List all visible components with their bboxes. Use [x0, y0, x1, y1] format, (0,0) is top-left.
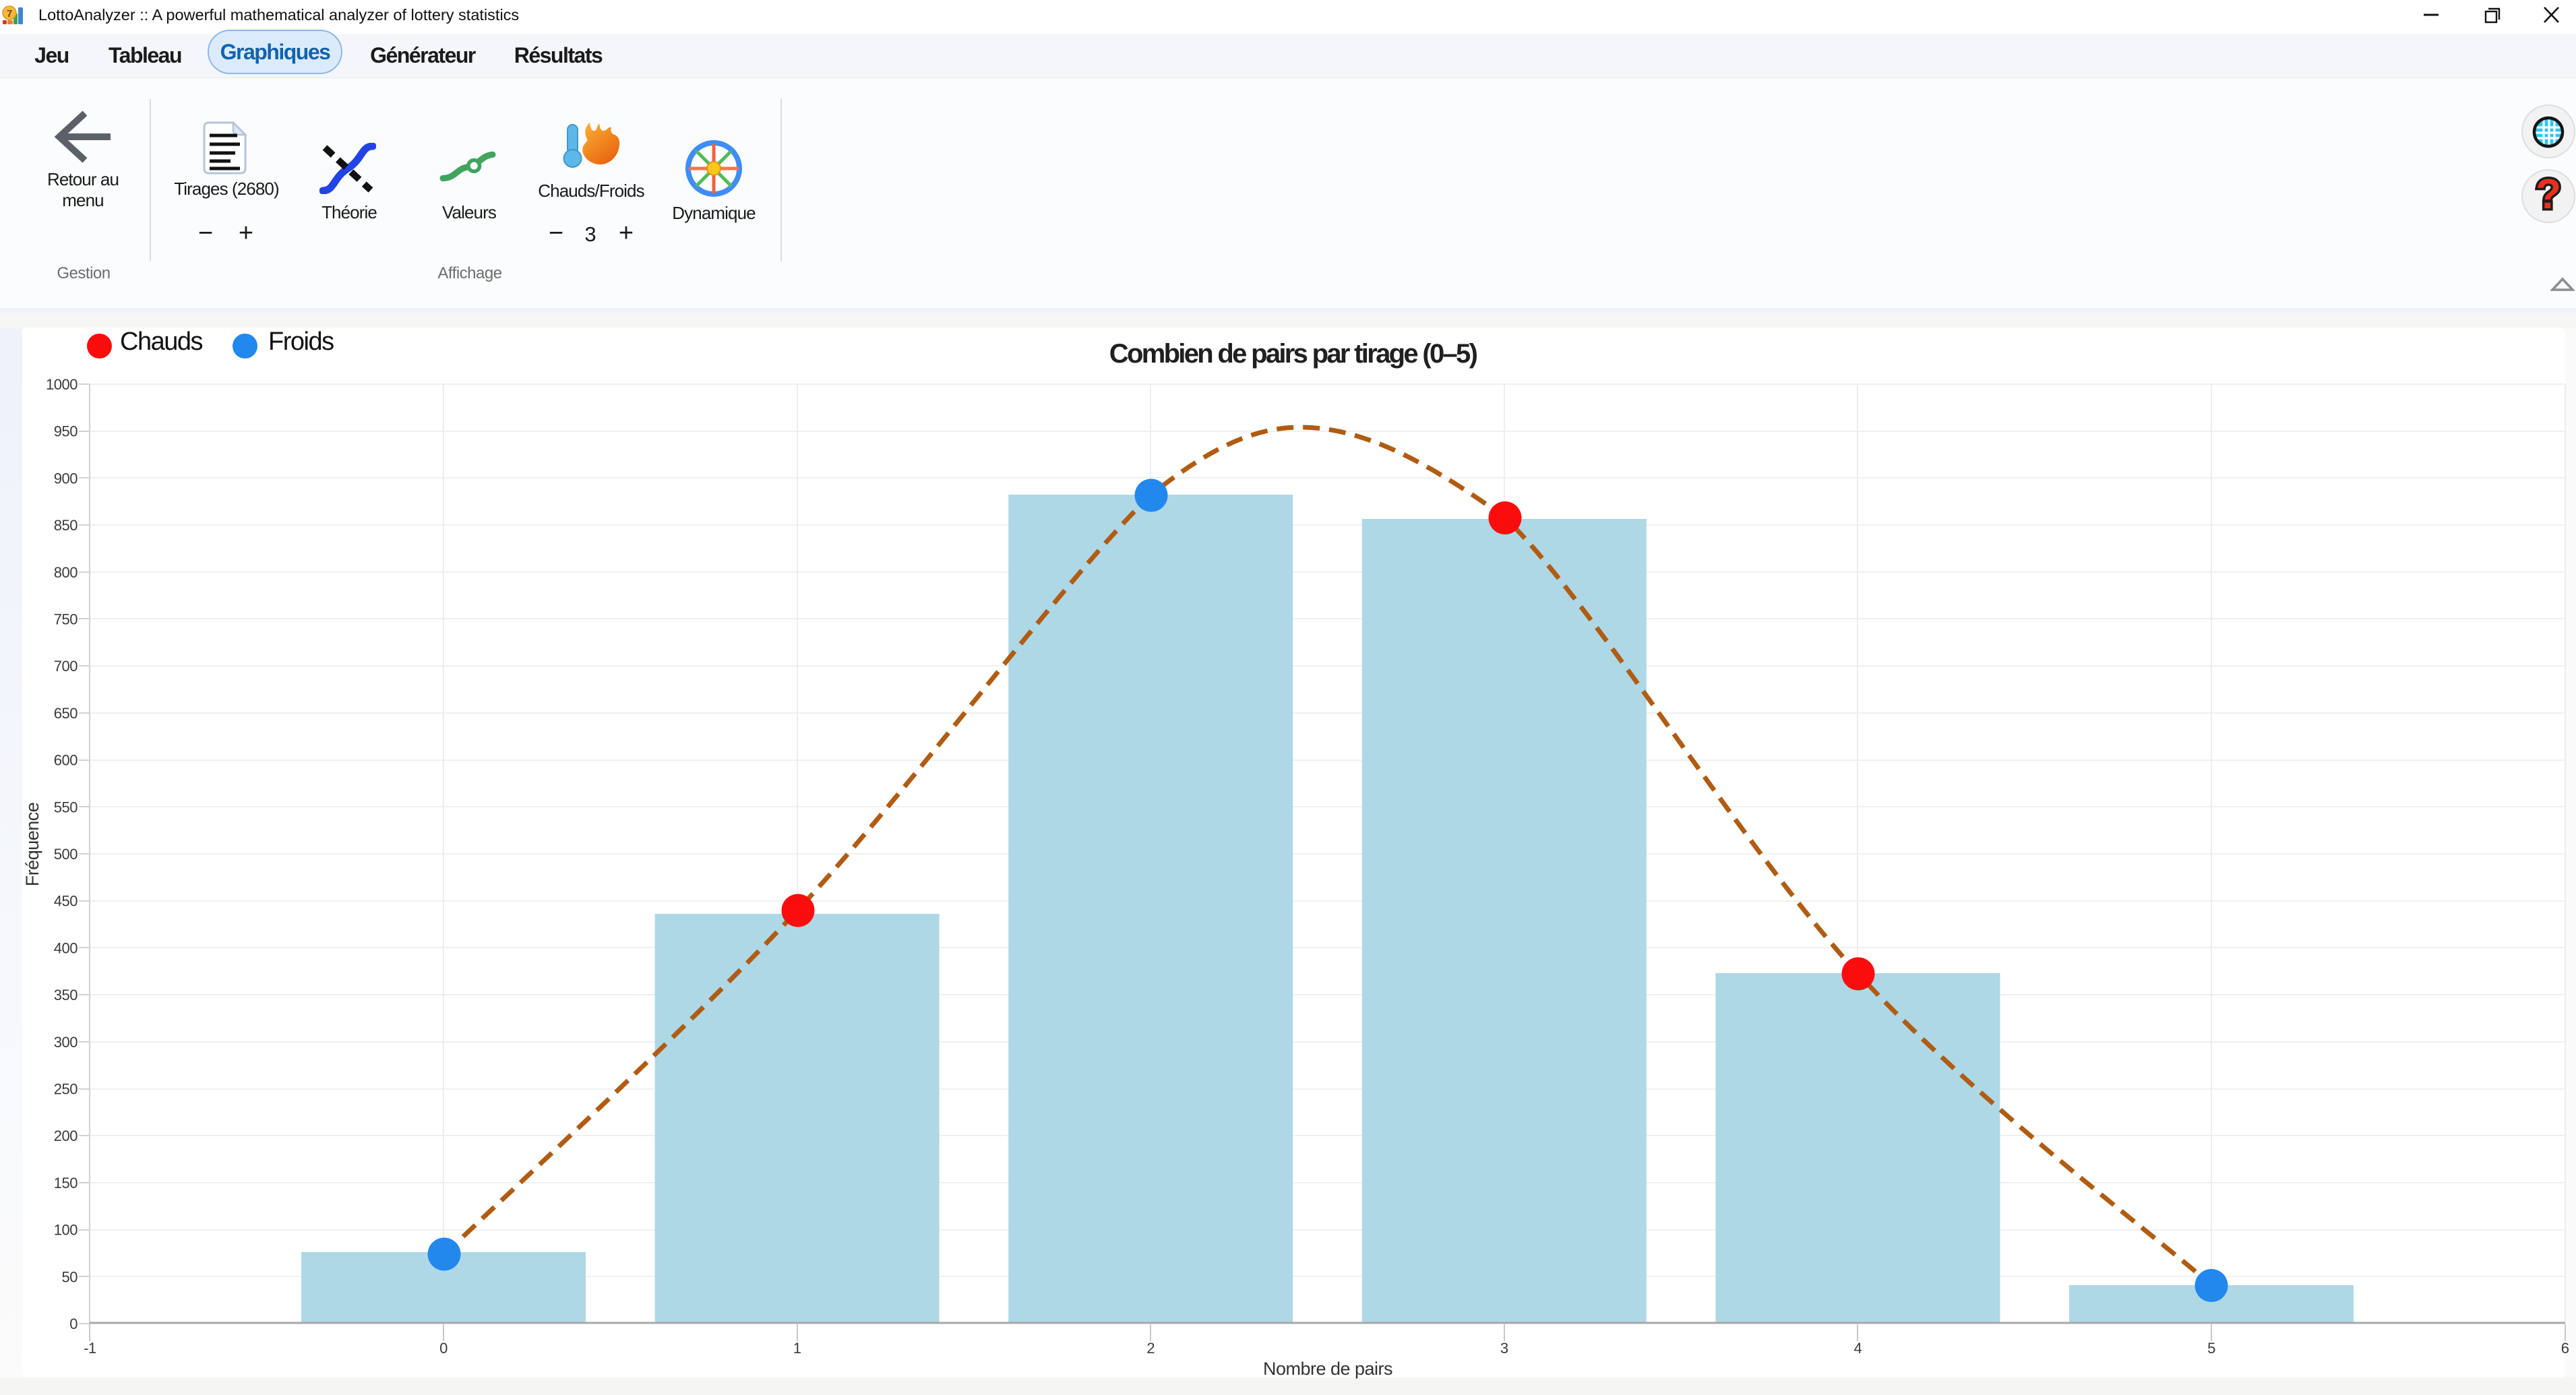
svg-text:-1: -1: [84, 1340, 96, 1357]
svg-text:5: 5: [2207, 1340, 2215, 1357]
svg-text:6: 6: [2561, 1340, 2569, 1357]
svg-text:700: 700: [54, 658, 78, 675]
svg-text:650: 650: [54, 705, 78, 722]
svg-text:900: 900: [54, 470, 78, 487]
svg-text:1: 1: [793, 1340, 801, 1357]
svg-text:0: 0: [69, 1315, 78, 1332]
svg-text:Fréquence: Fréquence: [22, 803, 42, 887]
svg-text:400: 400: [54, 939, 78, 956]
svg-text:850: 850: [54, 517, 78, 534]
svg-text:550: 550: [54, 799, 78, 815]
svg-text:350: 350: [54, 987, 78, 1003]
svg-text:1000: 1000: [46, 376, 78, 393]
svg-text:450: 450: [54, 893, 78, 910]
svg-text:2: 2: [1146, 1340, 1155, 1357]
svg-text:250: 250: [54, 1081, 78, 1098]
svg-text:200: 200: [54, 1127, 78, 1144]
svg-text:50: 50: [62, 1268, 78, 1285]
svg-text:750: 750: [54, 611, 78, 628]
svg-text:800: 800: [54, 564, 78, 581]
svg-text:7: 7: [7, 8, 12, 20]
svg-text:100: 100: [54, 1222, 78, 1239]
svg-text:0: 0: [439, 1340, 448, 1357]
svg-text:3: 3: [1500, 1340, 1508, 1357]
svg-text:500: 500: [54, 846, 78, 863]
svg-text:Nombre de pairs: Nombre de pairs: [1263, 1359, 1392, 1379]
svg-text:4: 4: [1854, 1340, 1862, 1357]
svg-text:300: 300: [54, 1034, 78, 1051]
svg-text:950: 950: [54, 423, 78, 440]
svg-text:150: 150: [54, 1175, 78, 1191]
svg-text:600: 600: [54, 752, 78, 769]
